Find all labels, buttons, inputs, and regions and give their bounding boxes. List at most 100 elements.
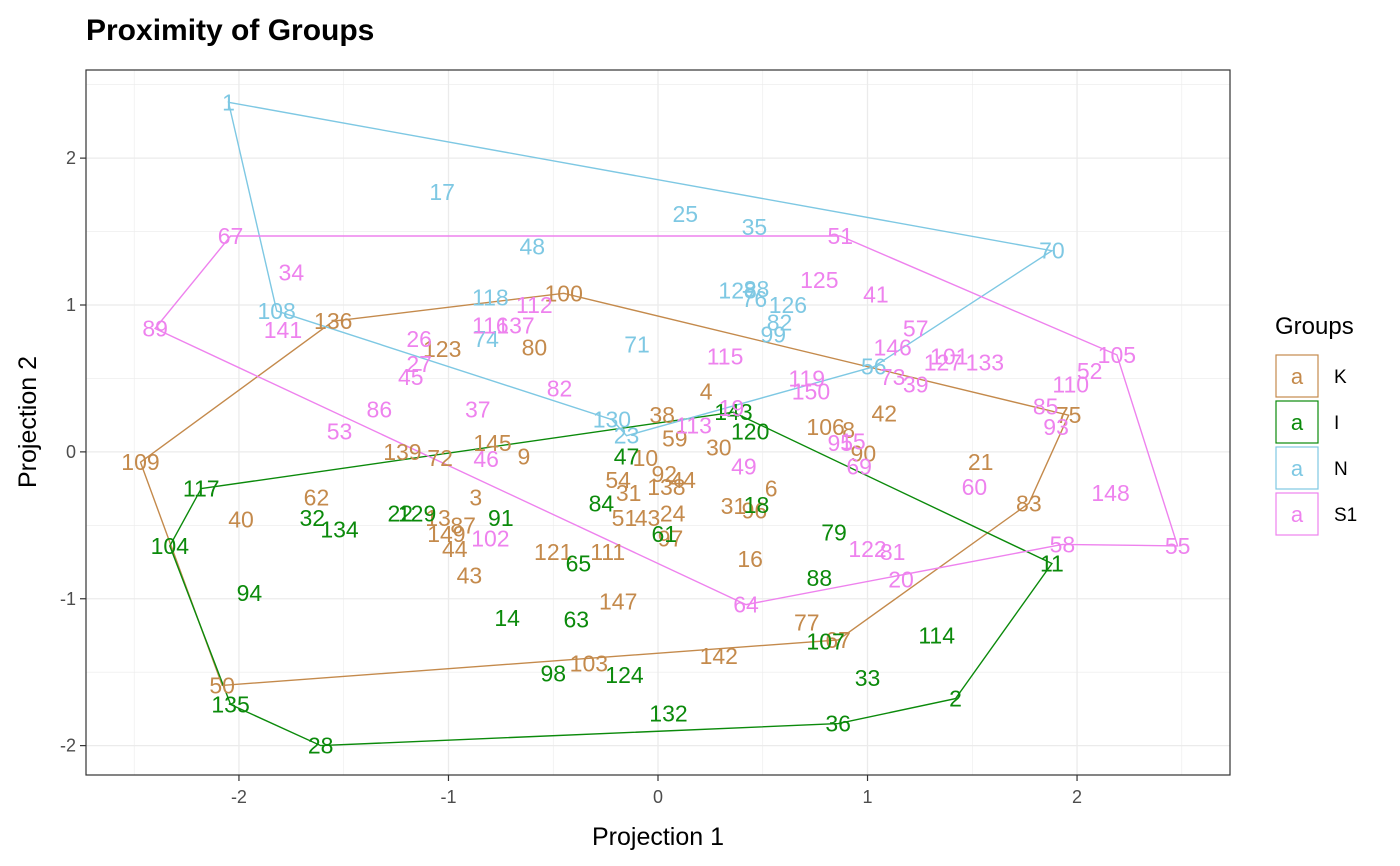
- point-label: 116: [472, 313, 509, 339]
- point-label: 53: [327, 418, 353, 444]
- point-label: 138: [647, 474, 685, 500]
- point-label: 67: [218, 223, 244, 249]
- legend: Groups a Ka Ia Na S1: [1275, 313, 1357, 536]
- point-label: 44: [670, 467, 696, 493]
- point-label: 76: [742, 286, 768, 312]
- point-label: 132: [649, 700, 687, 726]
- point-label: 110: [1052, 371, 1089, 397]
- point-label: 112: [516, 292, 553, 318]
- legend-label: K: [1334, 367, 1347, 388]
- point-label: 10: [633, 445, 659, 471]
- legend-key-glyph: a: [1291, 502, 1304, 527]
- point-label: 93: [1043, 414, 1069, 440]
- point-label: 84: [589, 490, 615, 516]
- point-label: 62: [304, 484, 330, 510]
- point-label: 150: [792, 379, 830, 405]
- point-label: 55: [1165, 533, 1191, 559]
- point-label: 87: [450, 512, 476, 538]
- point-label: 125: [800, 267, 838, 293]
- point-label: 88: [807, 565, 833, 591]
- point-label: 139: [383, 439, 421, 465]
- point-label: 91: [488, 505, 514, 531]
- point-label: 25: [672, 201, 698, 227]
- legend-key-glyph: a: [1291, 364, 1304, 389]
- point-label: 47: [614, 443, 640, 469]
- point-label: 18: [744, 492, 770, 518]
- point-label: 103: [570, 650, 608, 676]
- legend-key: [1275, 400, 1319, 444]
- point-label: 80: [522, 335, 548, 361]
- point-label: 42: [871, 401, 897, 427]
- point-label: 79: [821, 520, 847, 546]
- legend-key: [1275, 492, 1319, 536]
- point-label: 64: [733, 592, 759, 618]
- point-label: 126: [769, 292, 807, 318]
- point-label: 19: [719, 395, 745, 421]
- point-label: 27: [406, 351, 432, 377]
- point-label: 56: [861, 354, 887, 380]
- point-label: 32: [299, 505, 325, 531]
- point-label: 36: [825, 711, 851, 737]
- point-label: 130: [593, 407, 631, 433]
- point-label: 104: [151, 533, 190, 559]
- point-label: 24: [660, 501, 686, 527]
- point-label: 127: [924, 349, 962, 375]
- point-label: 43: [457, 562, 483, 588]
- point-label: 17: [429, 179, 455, 205]
- point-label: 15: [840, 429, 866, 455]
- point-label: 3: [469, 484, 482, 510]
- point-label: 149: [427, 521, 465, 547]
- point-label: 136: [314, 308, 352, 334]
- point-label: 121: [534, 539, 572, 565]
- point-label: 51: [827, 223, 853, 249]
- point-label: 46: [473, 446, 499, 472]
- point-label: 88: [744, 276, 770, 302]
- point-label: 129: [398, 501, 436, 527]
- point-label: 70: [1039, 238, 1065, 264]
- point-label: 59: [662, 426, 688, 452]
- point-label: 101: [930, 343, 968, 369]
- point-label: 107: [806, 628, 844, 654]
- point-label: 134: [320, 517, 359, 543]
- point-label: 90: [851, 440, 877, 466]
- point-label: 63: [563, 606, 589, 632]
- y-tick-label: 0: [66, 442, 76, 462]
- point-label: 49: [731, 454, 757, 480]
- point-label: 145: [473, 430, 511, 456]
- point-label: 94: [237, 580, 263, 606]
- point-label: 141: [264, 317, 302, 343]
- point-label: 95: [827, 430, 853, 456]
- chart-title: Proximity of Groups: [86, 14, 374, 47]
- point-label: 143: [714, 399, 752, 425]
- point-label: 135: [211, 692, 249, 718]
- point-label: 30: [706, 434, 732, 460]
- point-label: 2: [949, 686, 962, 712]
- point-label: 23: [614, 423, 640, 449]
- point-label: 65: [566, 551, 592, 577]
- point-label: 148: [1091, 480, 1129, 506]
- x-tick-label: 2: [1072, 787, 1082, 807]
- point-label: 50: [209, 672, 235, 698]
- legend-label: S1: [1334, 505, 1357, 526]
- point-label: 41: [863, 282, 889, 308]
- point-label: 31: [616, 480, 642, 506]
- point-label: 31: [721, 493, 747, 519]
- point-label: 1: [222, 89, 235, 115]
- point-label: 48: [519, 233, 545, 259]
- point-label: 38: [649, 402, 675, 428]
- point-label: 58: [1050, 531, 1076, 557]
- point-label: 39: [903, 371, 929, 397]
- point-label: 137: [496, 313, 534, 339]
- hull-n: [227, 101, 1054, 437]
- point-label: 89: [142, 316, 168, 342]
- point-label: 111: [590, 539, 625, 565]
- point-label: 86: [367, 396, 393, 422]
- legend-key: [1275, 446, 1319, 490]
- point-label: 69: [846, 454, 872, 480]
- point-label: 105: [1098, 342, 1136, 368]
- legend-title: Groups: [1275, 313, 1354, 340]
- point-label: 45: [398, 364, 424, 390]
- point-label: 146: [873, 335, 911, 361]
- point-label: 71: [624, 332, 650, 358]
